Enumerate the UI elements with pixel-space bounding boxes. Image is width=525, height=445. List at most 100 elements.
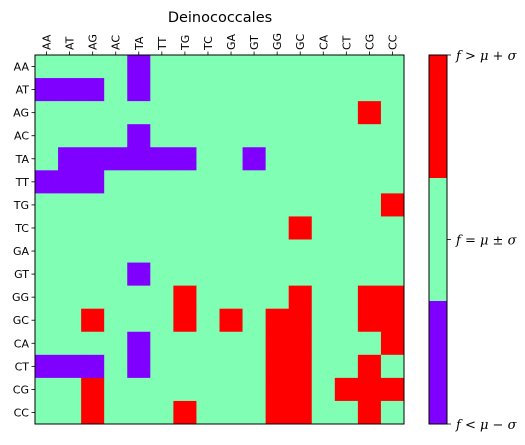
heatmap-cell	[311, 285, 336, 310]
heatmap-cell	[380, 285, 405, 310]
heatmap-cell	[288, 331, 313, 356]
heatmap-cell	[219, 285, 243, 310]
heatmap-cell	[242, 147, 267, 171]
heatmap-cell	[127, 377, 151, 402]
heatmap-cell	[150, 400, 174, 425]
heatmap-cell	[311, 170, 336, 194]
heatmap-cell	[242, 262, 267, 287]
heatmap-cell	[265, 170, 290, 194]
heatmap-cell	[81, 101, 105, 125]
heatmap-cell	[81, 216, 105, 240]
heatmap-cell	[265, 331, 290, 356]
heatmap-cell	[334, 170, 359, 194]
heatmap-cell	[242, 193, 267, 217]
x-tick-label: CC	[386, 34, 399, 50]
heatmap-cell	[380, 101, 405, 125]
heatmap-cell	[150, 78, 174, 102]
heatmap-cell	[380, 354, 405, 379]
heatmap-cell	[334, 101, 359, 125]
heatmap-cell	[35, 400, 59, 425]
y-tick-label: TG	[13, 199, 29, 212]
y-tick-label: GC	[13, 314, 30, 327]
heatmap-cell	[58, 101, 82, 125]
heatmap-cell	[265, 262, 290, 287]
heatmap-cell	[288, 354, 313, 379]
heatmap-cell	[288, 262, 313, 287]
heatmap-cell	[58, 239, 82, 263]
heatmap-cell	[219, 101, 243, 125]
y-tick-label: GT	[14, 268, 29, 281]
heatmap-cell	[104, 239, 128, 263]
heatmap-cell	[81, 170, 105, 194]
heatmap-cell	[334, 216, 359, 240]
heatmap-cell	[150, 331, 174, 356]
heatmap-cell	[357, 147, 382, 171]
heatmap-cell	[196, 400, 220, 425]
heatmap-cell	[196, 170, 220, 194]
heatmap-cell	[150, 239, 174, 263]
heatmap-cell	[58, 377, 82, 402]
heatmap-cell	[265, 308, 290, 333]
heatmap-cell	[150, 285, 174, 310]
heatmap-cell	[58, 354, 82, 379]
x-tick-label: AG	[87, 34, 100, 50]
heatmap-cell	[311, 193, 336, 217]
heatmap-cell	[35, 101, 59, 125]
heatmap-cell	[35, 377, 59, 402]
heatmap-cell	[81, 285, 105, 310]
y-tick-label: AC	[14, 130, 29, 143]
heatmap-cell	[380, 262, 405, 287]
heatmap-cell	[150, 262, 174, 287]
heatmap-cell	[219, 216, 243, 240]
heatmap-cell	[173, 262, 197, 287]
colorbar-segment	[429, 55, 447, 179]
heatmap-cell	[150, 308, 174, 333]
heatmap-cell	[173, 377, 197, 402]
heatmap-cell	[265, 239, 290, 263]
heatmap-cell	[357, 55, 382, 79]
heatmap-cell	[81, 147, 105, 171]
heatmap-cell	[288, 377, 313, 402]
heatmap-cell	[265, 193, 290, 217]
heatmap-cell	[81, 308, 105, 333]
heatmap-cell	[357, 193, 382, 217]
heatmap-cell	[219, 262, 243, 287]
heatmap-cell	[380, 170, 405, 194]
heatmap-cell	[58, 193, 82, 217]
heatmap-cell	[288, 101, 313, 125]
heatmap-cell	[173, 285, 197, 310]
heatmap-cell	[242, 55, 267, 79]
heatmap-cell	[242, 78, 267, 102]
heatmap-cell	[265, 354, 290, 379]
heatmap-cell	[173, 78, 197, 102]
x-tick-label: AT	[64, 36, 77, 50]
colorbar-segment	[429, 301, 447, 425]
heatmap-cell	[35, 78, 59, 102]
heatmap-cell	[265, 101, 290, 125]
heatmap-cell	[35, 193, 59, 217]
heatmap-cell	[288, 308, 313, 333]
x-tick-label: CG	[363, 34, 376, 50]
heatmap-cell	[334, 78, 359, 102]
heatmap-cell	[81, 400, 105, 425]
heatmap-cell	[127, 400, 151, 425]
heatmap-cell	[219, 170, 243, 194]
x-tick-label: CA	[317, 34, 330, 50]
heatmap-cell	[311, 308, 336, 333]
heatmap-cell	[35, 124, 59, 148]
heatmap-cell	[58, 216, 82, 240]
heatmap-cell	[104, 400, 128, 425]
heatmap-cell	[104, 377, 128, 402]
heatmap-cell	[35, 308, 59, 333]
heatmap-cell	[127, 308, 151, 333]
y-tick-label: TC	[14, 222, 29, 235]
heatmap-cell	[58, 262, 82, 287]
heatmap-cell	[104, 147, 128, 171]
heatmap-cell	[288, 239, 313, 263]
heatmap-cell	[288, 216, 313, 240]
heatmap-cell	[127, 193, 151, 217]
heatmap-cell	[242, 331, 267, 356]
heatmap-cell	[104, 101, 128, 125]
heatmap-cell	[104, 78, 128, 102]
